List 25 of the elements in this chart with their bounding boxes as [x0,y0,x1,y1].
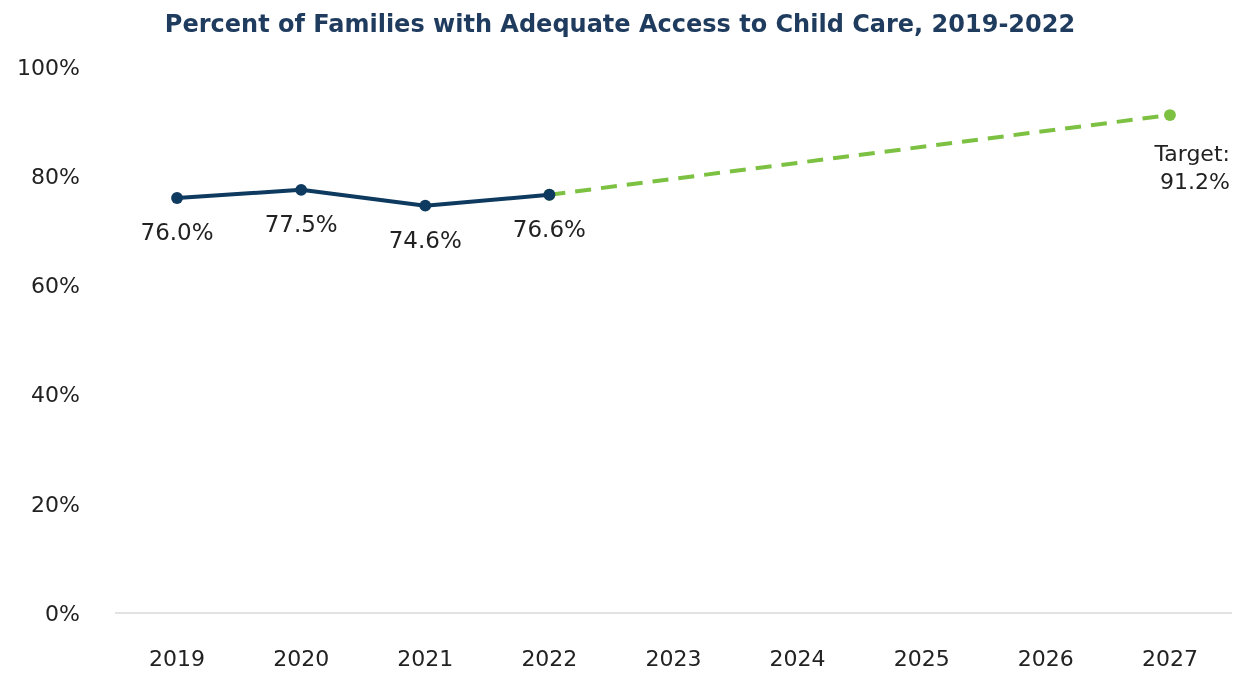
y-tick-label: 60% [31,273,80,299]
y-tick-label: 20% [31,491,80,517]
x-tick-label: 2020 [273,646,330,671]
data-label: 77.5% [264,210,338,237]
x-tick-label: 2025 [893,646,950,671]
x-tick-label: 2022 [521,646,578,671]
chart-title: Percent of Families with Adequate Access to Child Care, 2019-2022 [164,10,1076,38]
x-tick-label: 2024 [769,646,826,671]
y-tick-label: 40% [31,382,80,408]
x-tick-label: 2021 [397,646,454,671]
point [295,183,308,196]
annotation: Target: 91.2% [1153,141,1230,195]
data-label: 76.6% [512,215,586,242]
x-tick-label: 2023 [645,646,702,671]
x-tick-label: 2026 [1017,646,1074,671]
point [419,199,432,212]
data-label: 76.0% [140,219,214,246]
x-tick-label: 2027 [1141,646,1198,671]
y-tick-label: 100% [17,54,80,80]
y-tick-label: 80% [31,163,80,189]
point [1164,109,1176,121]
point [171,192,183,204]
data-label: 74.6% [388,226,462,253]
y-tick-label: 0% [45,600,80,626]
x-tick-label: 2019 [149,646,206,671]
